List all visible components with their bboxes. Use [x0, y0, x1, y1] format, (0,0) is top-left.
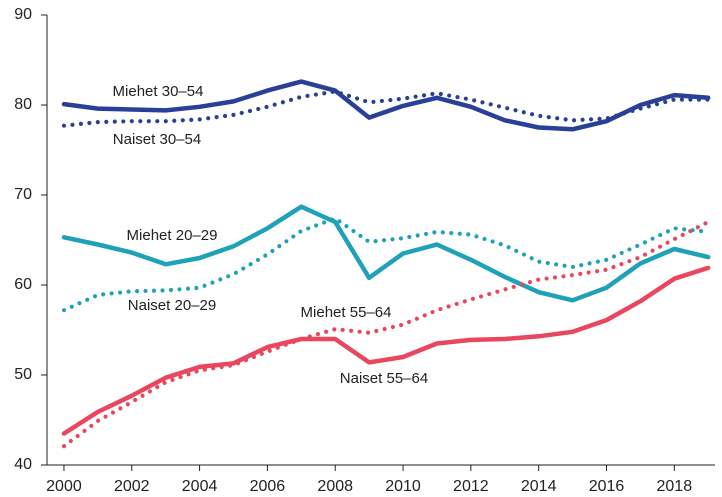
- x-tick-label: 2012: [453, 478, 489, 495]
- x-tick-label: 2008: [317, 478, 353, 495]
- x-tick-label: 2018: [657, 478, 693, 495]
- series-label: Naiset 20–29: [128, 297, 216, 314]
- x-tick-label: 2010: [385, 478, 421, 495]
- y-tick-label: 80: [14, 96, 32, 113]
- x-tick-label: 2002: [114, 478, 150, 495]
- y-tick-label: 50: [14, 366, 32, 383]
- series-label: Miehet 55–64: [301, 304, 392, 321]
- x-tick-label: 2006: [250, 478, 286, 495]
- series-line: [61, 89, 711, 128]
- series-line: [61, 204, 711, 303]
- series-label: Naiset 55–64: [340, 370, 428, 387]
- x-tick-label: 2014: [521, 478, 557, 495]
- y-tick-label: 40: [14, 456, 32, 473]
- x-tick-label: 2000: [46, 478, 82, 495]
- x-tick-label: 2004: [182, 478, 218, 495]
- y-tick-label: 60: [14, 276, 32, 293]
- y-tick-label: 70: [14, 186, 32, 203]
- y-tick-label: 90: [14, 6, 32, 23]
- series-line: [61, 265, 711, 436]
- series-label: Naiset 30–54: [113, 131, 201, 148]
- x-tick-label: 2016: [589, 478, 625, 495]
- series-line: [61, 79, 711, 132]
- series-label: Miehet 30–54: [113, 83, 204, 100]
- series-label: Miehet 20–29: [127, 227, 218, 244]
- series-line: [61, 219, 711, 449]
- series-line: [61, 216, 711, 313]
